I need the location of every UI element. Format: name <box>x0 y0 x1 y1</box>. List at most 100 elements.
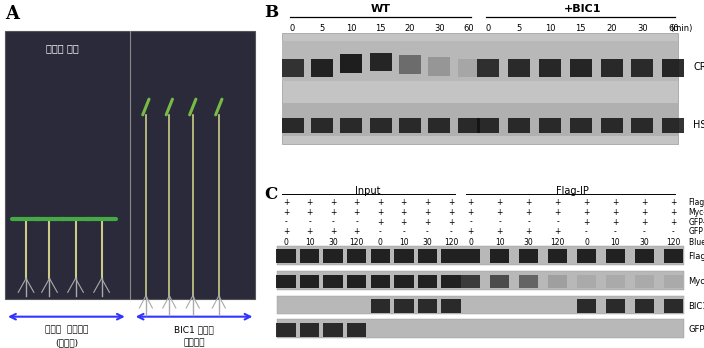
Bar <box>519 250 539 263</box>
Text: +: + <box>525 208 532 217</box>
Text: Blue (min): Blue (min) <box>689 238 704 247</box>
Text: +: + <box>448 198 454 207</box>
Text: 120: 120 <box>551 238 565 247</box>
Bar <box>458 118 479 133</box>
Text: +: + <box>401 218 407 227</box>
Text: 60: 60 <box>668 24 679 33</box>
Text: -: - <box>450 227 453 236</box>
Text: -: - <box>284 218 287 227</box>
Text: -: - <box>556 218 559 227</box>
Text: HSP90: HSP90 <box>693 120 704 130</box>
Bar <box>370 275 390 288</box>
Text: -: - <box>356 218 358 227</box>
Bar <box>300 250 319 263</box>
Text: (대조구): (대조구) <box>55 338 78 347</box>
Bar <box>417 275 437 288</box>
Text: 20: 20 <box>405 24 415 33</box>
Bar <box>601 59 622 78</box>
Text: +: + <box>283 208 289 217</box>
Bar <box>663 275 683 288</box>
Text: +: + <box>425 218 431 227</box>
Text: 30: 30 <box>328 238 338 247</box>
Bar <box>548 250 567 263</box>
Text: -: - <box>498 218 501 227</box>
Text: A: A <box>5 5 19 23</box>
Text: +: + <box>554 198 560 207</box>
Bar <box>441 299 460 313</box>
Text: +: + <box>425 208 431 217</box>
Text: GFP: GFP <box>689 227 703 236</box>
Text: Myc-CRY2: Myc-CRY2 <box>689 208 704 217</box>
Text: 10: 10 <box>346 24 356 33</box>
Bar <box>441 250 460 263</box>
Text: +: + <box>467 208 474 217</box>
Bar <box>323 250 343 263</box>
Text: -: - <box>643 227 646 236</box>
Bar <box>277 271 684 290</box>
Text: (min): (min) <box>671 24 693 33</box>
Text: 애기장대: 애기장대 <box>183 338 205 347</box>
Bar <box>605 275 625 288</box>
Text: +: + <box>612 208 619 217</box>
Bar <box>477 59 499 78</box>
Text: +: + <box>554 208 560 217</box>
Bar <box>347 323 366 337</box>
Text: -: - <box>308 218 311 227</box>
Bar <box>477 118 499 133</box>
Bar <box>601 118 622 133</box>
Text: +: + <box>496 227 503 236</box>
Text: -: - <box>672 227 674 236</box>
Text: 30: 30 <box>637 24 648 33</box>
Text: -: - <box>379 227 382 236</box>
Bar <box>399 118 421 133</box>
Bar <box>311 118 333 133</box>
Bar <box>663 250 683 263</box>
Bar <box>662 59 684 78</box>
Text: 5: 5 <box>320 24 325 33</box>
Text: +: + <box>306 208 313 217</box>
Bar <box>548 275 567 288</box>
Bar <box>458 59 479 78</box>
Text: +: + <box>525 227 532 236</box>
Bar <box>577 250 596 263</box>
Text: CRY2: CRY2 <box>693 62 704 72</box>
Text: +: + <box>612 198 619 207</box>
Text: 120: 120 <box>349 238 364 247</box>
Bar <box>519 275 539 288</box>
Text: 10: 10 <box>399 238 408 247</box>
Bar <box>370 299 390 313</box>
Text: +: + <box>448 218 454 227</box>
Text: +: + <box>525 198 532 207</box>
Text: +: + <box>330 198 337 207</box>
Text: +: + <box>330 208 337 217</box>
Text: 10: 10 <box>305 238 315 247</box>
Text: GFP: GFP <box>689 325 704 334</box>
Bar <box>340 54 363 73</box>
Text: -: - <box>527 218 530 227</box>
Text: +: + <box>448 208 454 217</box>
Text: 5: 5 <box>517 24 522 33</box>
Text: 10: 10 <box>495 238 505 247</box>
Bar <box>276 250 296 263</box>
Text: -: - <box>403 227 406 236</box>
Text: C: C <box>264 186 277 203</box>
Bar <box>282 103 677 136</box>
Bar <box>441 275 460 288</box>
Text: +: + <box>584 198 590 207</box>
Text: 0: 0 <box>290 24 295 33</box>
Text: +: + <box>425 198 431 207</box>
Text: +: + <box>670 208 677 217</box>
Bar <box>370 53 391 71</box>
Bar <box>631 59 653 78</box>
Bar <box>394 275 413 288</box>
Bar <box>634 299 654 313</box>
Bar <box>300 323 319 337</box>
Text: Flag-CRY2: Flag-CRY2 <box>689 252 704 261</box>
Text: 15: 15 <box>375 24 386 33</box>
Bar <box>539 59 561 78</box>
Bar <box>508 118 530 133</box>
Bar <box>490 275 510 288</box>
Bar <box>605 299 625 313</box>
Bar <box>282 59 303 78</box>
Text: +: + <box>353 198 360 207</box>
